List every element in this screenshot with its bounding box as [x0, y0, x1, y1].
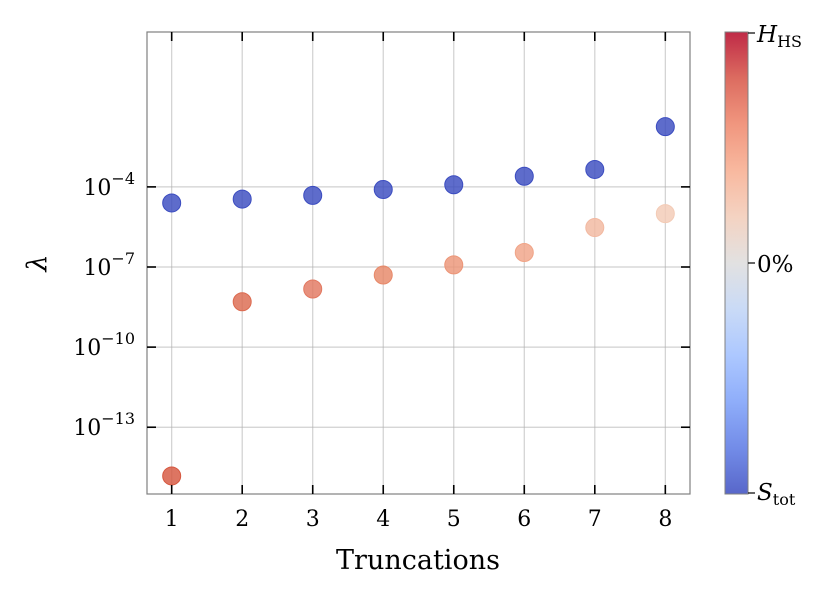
colorbar-label-bottom: Stot [757, 480, 796, 509]
x-tick-label: 6 [517, 507, 531, 532]
x-tick-label: 3 [306, 507, 320, 532]
y-tick-labels: 10−4 10−7 10−10 10−13 [73, 169, 135, 441]
data-point-series-2 [373, 265, 393, 285]
x-tick-label: 2 [235, 507, 249, 532]
x-tick-label: 8 [658, 507, 672, 532]
colorbar-label-mid: 0% [757, 252, 794, 278]
data-point-series-1 [232, 189, 252, 209]
x-tick-label: 5 [447, 507, 461, 532]
colorbar-label-top: HHS [756, 22, 802, 51]
data-point-series-2 [444, 255, 464, 275]
plot-area-frame [146, 31, 691, 495]
y-tick-label: 10−7 [83, 249, 135, 281]
data-point-series-2 [232, 292, 252, 312]
data-point-series-1 [585, 159, 605, 179]
data-point-series-1 [444, 175, 464, 195]
y-axis-label: λ [22, 254, 53, 272]
data-point-series-1 [373, 179, 393, 199]
x-tick-label: 1 [165, 507, 179, 532]
y-tick-label: 10−10 [73, 329, 135, 361]
y-tick-label: 10−13 [73, 409, 135, 441]
data-point-series-2 [303, 279, 323, 299]
colorbar: HHS 0% Stot [724, 22, 802, 509]
grid-lines [147, 32, 690, 494]
axis-ticks [147, 32, 690, 494]
x-axis-label: Truncations [336, 545, 500, 576]
data-point-series-2 [162, 466, 182, 486]
x-tick-label: 7 [588, 507, 602, 532]
y-tick-label: 10−4 [83, 169, 135, 201]
data-point-series-2 [514, 242, 534, 262]
data-point-series-1 [303, 185, 323, 205]
data-point-series-1 [162, 193, 182, 213]
data-points [162, 117, 675, 486]
x-tick-labels: 1 2 3 4 5 6 7 8 [165, 507, 673, 532]
data-point-series-1 [514, 166, 534, 186]
x-tick-label: 4 [376, 507, 390, 532]
data-point-series-2 [585, 218, 605, 238]
colorbar-gradient [724, 31, 749, 495]
data-point-series-1 [655, 117, 675, 137]
data-point-series-2 [655, 204, 675, 224]
